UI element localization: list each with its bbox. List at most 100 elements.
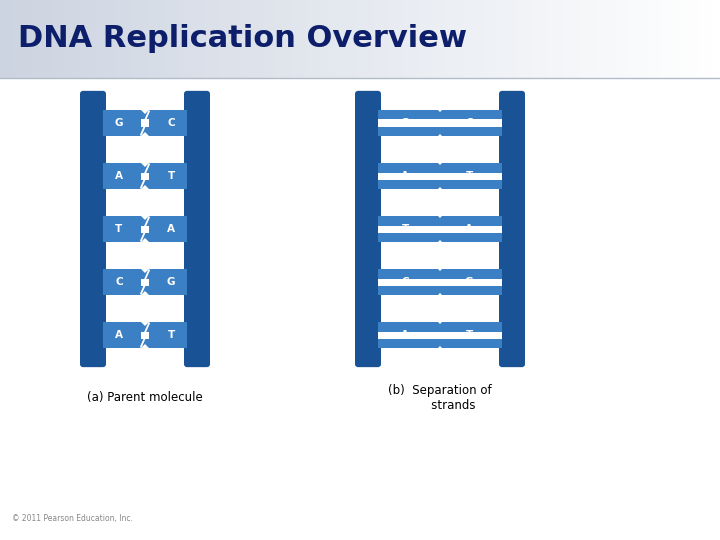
Bar bbox=[180, 0, 184, 78]
Bar bbox=[288, 0, 292, 78]
Bar bbox=[295, 0, 300, 78]
Bar bbox=[580, 0, 584, 78]
Bar bbox=[7, 0, 12, 78]
Text: G: G bbox=[401, 118, 409, 128]
Bar bbox=[130, 0, 134, 78]
Polygon shape bbox=[136, 216, 187, 242]
Bar bbox=[551, 0, 555, 78]
Bar bbox=[83, 0, 87, 78]
Bar bbox=[367, 0, 372, 78]
Bar bbox=[241, 0, 246, 78]
Bar bbox=[61, 0, 66, 78]
Bar bbox=[259, 0, 264, 78]
Bar bbox=[141, 172, 149, 179]
Bar bbox=[428, 0, 433, 78]
Bar bbox=[313, 0, 318, 78]
Text: © 2011 Pearson Education, Inc.: © 2011 Pearson Education, Inc. bbox=[12, 514, 133, 523]
Bar bbox=[137, 0, 141, 78]
Bar bbox=[202, 0, 206, 78]
Bar bbox=[371, 0, 375, 78]
Text: A: A bbox=[465, 224, 473, 234]
Bar bbox=[230, 0, 235, 78]
Text: C: C bbox=[167, 118, 175, 128]
Text: A: A bbox=[401, 330, 409, 340]
Text: T: T bbox=[168, 171, 175, 181]
Bar bbox=[18, 0, 22, 78]
Bar bbox=[432, 0, 436, 78]
Bar bbox=[115, 0, 120, 78]
Bar bbox=[86, 0, 91, 78]
Polygon shape bbox=[378, 322, 451, 348]
Bar bbox=[641, 0, 645, 78]
Bar bbox=[396, 0, 400, 78]
Text: C: C bbox=[465, 118, 473, 128]
Text: A: A bbox=[401, 171, 409, 181]
Bar bbox=[529, 0, 534, 78]
Bar bbox=[166, 0, 170, 78]
Polygon shape bbox=[429, 216, 502, 242]
Bar bbox=[443, 0, 447, 78]
Bar bbox=[209, 0, 213, 78]
Bar bbox=[94, 0, 98, 78]
Bar bbox=[511, 0, 516, 78]
Bar bbox=[54, 0, 58, 78]
Bar bbox=[698, 0, 703, 78]
Bar bbox=[58, 0, 62, 78]
Bar bbox=[148, 0, 152, 78]
Polygon shape bbox=[103, 110, 154, 136]
FancyBboxPatch shape bbox=[80, 91, 106, 367]
Bar bbox=[608, 0, 613, 78]
Bar bbox=[644, 0, 649, 78]
Bar bbox=[119, 0, 123, 78]
Bar bbox=[299, 0, 303, 78]
Text: T: T bbox=[401, 224, 409, 234]
Bar bbox=[587, 0, 591, 78]
Bar bbox=[108, 0, 112, 78]
Text: T: T bbox=[168, 330, 175, 340]
Bar bbox=[360, 0, 364, 78]
Bar bbox=[662, 0, 667, 78]
Polygon shape bbox=[429, 322, 502, 348]
Bar bbox=[400, 0, 404, 78]
Bar bbox=[590, 0, 595, 78]
Bar bbox=[302, 0, 307, 78]
Bar bbox=[141, 119, 149, 126]
Bar bbox=[331, 0, 336, 78]
Bar bbox=[238, 0, 242, 78]
Bar bbox=[569, 0, 573, 78]
Text: (b)  Separation of
       strands: (b) Separation of strands bbox=[388, 384, 492, 412]
Bar bbox=[439, 0, 444, 78]
Bar bbox=[630, 0, 634, 78]
Bar bbox=[558, 0, 562, 78]
Polygon shape bbox=[429, 110, 502, 136]
Bar bbox=[677, 0, 681, 78]
Bar bbox=[317, 0, 321, 78]
Bar bbox=[270, 0, 274, 78]
Bar bbox=[637, 0, 642, 78]
Bar bbox=[104, 0, 109, 78]
Bar bbox=[619, 0, 624, 78]
Bar bbox=[68, 0, 73, 78]
Polygon shape bbox=[378, 110, 451, 136]
Polygon shape bbox=[103, 216, 154, 242]
Bar bbox=[292, 0, 296, 78]
Bar bbox=[126, 0, 130, 78]
Bar bbox=[194, 0, 199, 78]
Bar bbox=[245, 0, 249, 78]
Bar bbox=[205, 0, 210, 78]
Bar bbox=[191, 0, 195, 78]
Bar bbox=[378, 172, 502, 179]
Bar bbox=[713, 0, 717, 78]
Bar bbox=[659, 0, 663, 78]
Bar bbox=[526, 0, 530, 78]
Bar bbox=[540, 0, 544, 78]
Bar bbox=[72, 0, 76, 78]
Bar bbox=[328, 0, 332, 78]
Bar bbox=[277, 0, 282, 78]
Bar bbox=[709, 0, 714, 78]
Bar bbox=[184, 0, 188, 78]
Bar bbox=[274, 0, 278, 78]
Bar bbox=[32, 0, 37, 78]
Bar bbox=[155, 0, 159, 78]
Bar bbox=[310, 0, 314, 78]
